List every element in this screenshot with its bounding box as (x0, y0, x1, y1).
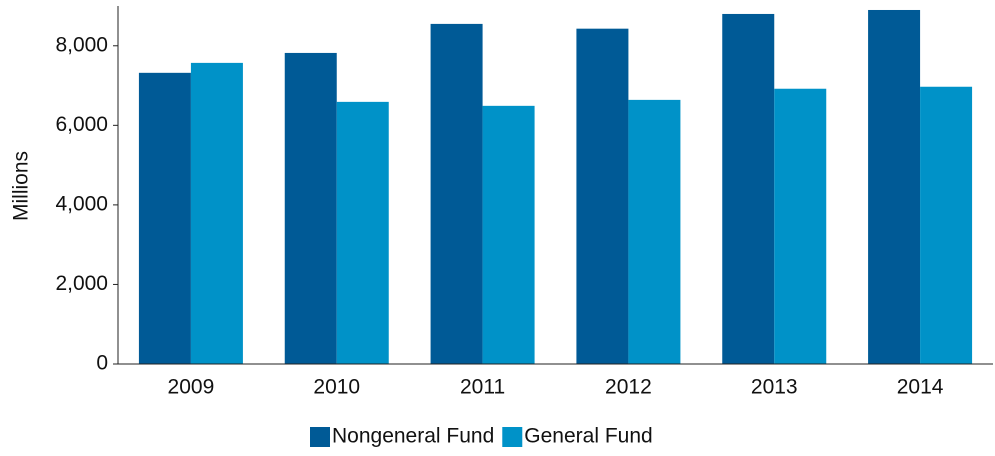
bar (138, 72, 191, 365)
bar (920, 86, 973, 364)
bar (190, 62, 243, 364)
y-tick-label: 4,000 (55, 192, 108, 215)
y-tick-label: 6,000 (55, 113, 108, 136)
y-tick-label: 8,000 (55, 33, 108, 56)
y-axis-label: Millions (10, 151, 33, 221)
bar (722, 13, 775, 364)
bar (336, 101, 389, 364)
y-tick-label: 2,000 (55, 272, 108, 295)
bar (576, 28, 629, 364)
bar (482, 105, 535, 364)
x-tick-label: 2010 (313, 376, 360, 399)
legend-label: Nongeneral Fund (332, 425, 494, 448)
bar (284, 52, 337, 365)
bar (868, 9, 921, 364)
bar (774, 88, 827, 364)
x-tick-label: 2012 (605, 376, 652, 399)
x-tick-label: 2011 (460, 376, 505, 399)
legend-swatch (310, 427, 330, 447)
legend-label: General Fund (524, 425, 652, 448)
x-tick-label: 2014 (897, 376, 944, 399)
x-tick-label: 2009 (168, 376, 215, 399)
legend-swatch (502, 427, 523, 447)
bar (628, 99, 681, 365)
x-tick-label: 2013 (751, 376, 798, 399)
bar (430, 23, 483, 365)
y-tick-label: 0 (96, 352, 108, 375)
